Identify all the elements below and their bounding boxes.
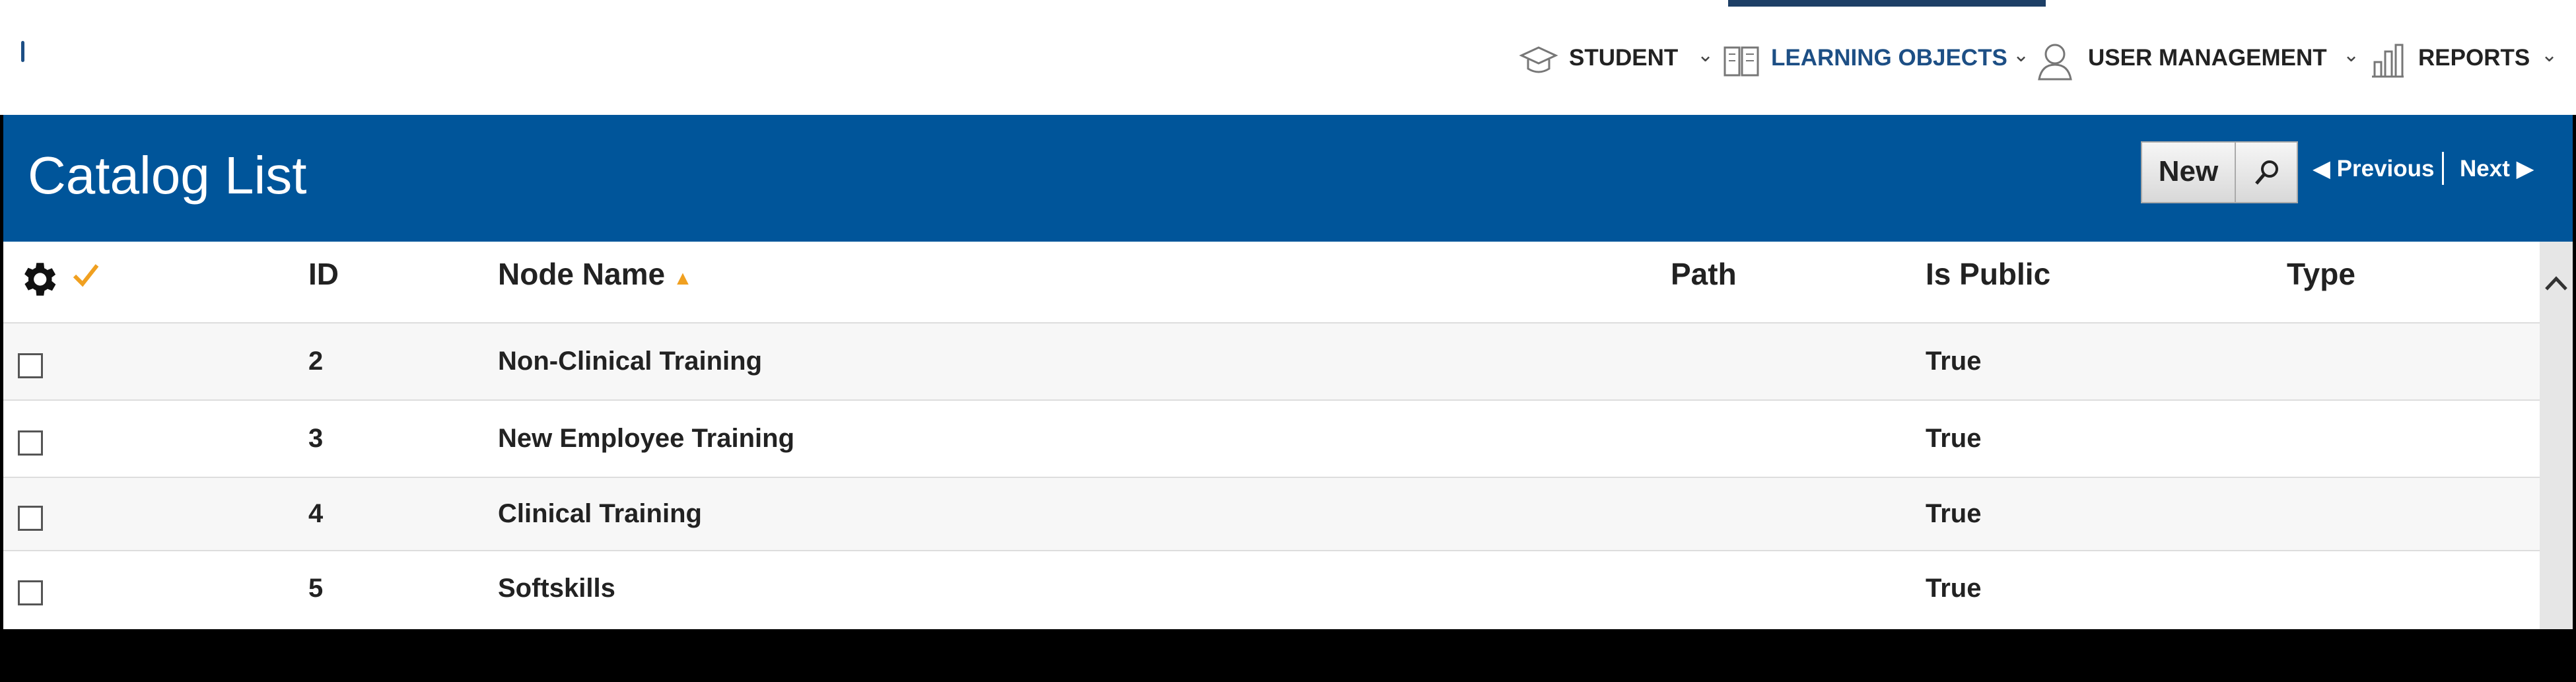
cell-node-name[interactable]: Clinical Training [498, 498, 702, 528]
cell-id: 3 [308, 423, 324, 453]
row-checkbox[interactable] [18, 353, 43, 378]
catalog-table: ID Node Name ▲ Path Is Public Type 2 Non-Clini… [3, 242, 2573, 629]
table-row: 3 New Employee Training True [3, 399, 2540, 477]
top-nav: STUDENT ⌄ LEARNING OBJECTS ⌄ USER MANAGE… [0, 0, 2576, 115]
row-checkbox[interactable] [18, 505, 43, 531]
previous-label[interactable]: Previous [2336, 156, 2435, 182]
search-icon [2255, 160, 2278, 185]
cell-node-name[interactable]: Non-Clinical Training [498, 346, 763, 376]
student-icon [1519, 46, 1558, 73]
nav-item[interactable]: REPORTS [2418, 45, 2530, 71]
chevron[interactable]: ⌄ [1697, 44, 1714, 66]
cell-is-public: True [1926, 346, 1982, 376]
chevron[interactable]: ⌄ [2541, 44, 2558, 66]
logo-fragment [21, 41, 24, 62]
row-checkbox[interactable] [18, 430, 43, 456]
next-link[interactable]: Next ▶ [2460, 156, 2534, 182]
column-header[interactable]: ID [308, 257, 339, 291]
active-indicator [1728, 0, 2046, 7]
next-label[interactable]: Next [2460, 156, 2510, 182]
column-header[interactable]: Path [1671, 257, 1737, 291]
learning-icon [1723, 46, 1759, 77]
new-button[interactable]: New [2141, 141, 2236, 203]
column-header[interactable]: Node Name ▲ [498, 257, 693, 291]
cell-id: 5 [308, 573, 324, 603]
sort-indicator: ▲ [673, 267, 693, 289]
chevron[interactable]: ⌄ [2013, 44, 2030, 66]
table-row: 5 Softskills True [3, 550, 2540, 626]
chevron[interactable]: ⌄ [2343, 44, 2360, 66]
cell-is-public: True [1926, 423, 1982, 453]
scroll-up[interactable] [2540, 268, 2573, 301]
nav-item[interactable]: USER MANAGEMENT [2088, 45, 2327, 71]
user-icon [2038, 44, 2072, 81]
nav-item[interactable]: STUDENT [1569, 45, 1679, 71]
cell-node-name[interactable]: New Employee Training [498, 423, 795, 453]
previous-link[interactable]: ◀ Previous [2313, 156, 2435, 182]
nav-item[interactable]: LEARNING OBJECTS [1771, 45, 2007, 71]
cell-id: 2 [308, 346, 324, 376]
table-row: 2 Non-Clinical Training True [3, 322, 2540, 399]
cell-is-public: True [1926, 573, 1982, 603]
check-all-icon[interactable] [72, 261, 100, 288]
column-header[interactable]: Type [2287, 257, 2355, 291]
reports-icon [2372, 44, 2404, 78]
pager-divider [2442, 152, 2444, 185]
column-header[interactable]: Is Public [1926, 257, 2051, 291]
settings-icon[interactable] [17, 257, 60, 301]
table-row: 4 Clinical Training True [3, 477, 2540, 550]
page-title: Catalog List [28, 146, 307, 205]
cell-is-public: True [1926, 498, 1982, 528]
cell-id: 4 [308, 498, 324, 528]
row-checkbox[interactable] [18, 580, 43, 605]
scrollbar[interactable] [2540, 242, 2573, 629]
search-button[interactable] [2235, 141, 2298, 203]
cell-node-name[interactable]: Softskills [498, 573, 615, 603]
